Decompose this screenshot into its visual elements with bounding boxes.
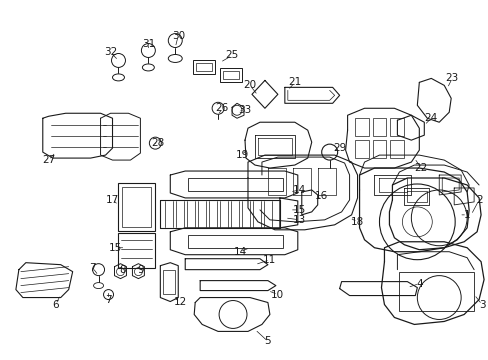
Text: 7: 7	[89, 263, 96, 273]
Text: 20: 20	[243, 80, 256, 90]
Text: 22: 22	[414, 163, 427, 173]
Text: 19: 19	[235, 150, 248, 160]
Text: 28: 28	[151, 138, 164, 148]
Text: 7: 7	[105, 294, 112, 305]
Text: 29: 29	[332, 143, 346, 153]
Text: 18: 18	[350, 217, 364, 227]
Text: 11: 11	[263, 255, 276, 265]
Text: 2: 2	[475, 195, 482, 205]
Text: 16: 16	[314, 191, 327, 201]
Text: 33: 33	[238, 105, 251, 115]
Text: 12: 12	[173, 297, 186, 306]
Text: 26: 26	[215, 103, 228, 113]
Text: 27: 27	[42, 155, 55, 165]
Text: 25: 25	[225, 50, 238, 60]
Bar	[196, 63, 212, 71]
Text: 1: 1	[463, 210, 469, 220]
Text: 21: 21	[287, 77, 301, 87]
Bar	[118, 233, 155, 268]
Text: 5: 5	[264, 336, 271, 346]
Text: 10: 10	[271, 289, 284, 300]
Bar	[188, 178, 282, 191]
Bar	[193, 60, 215, 75]
Text: 4: 4	[415, 279, 422, 289]
Text: 8: 8	[119, 265, 125, 275]
Text: 14: 14	[293, 185, 306, 195]
Text: 15: 15	[109, 243, 122, 253]
Bar	[122, 187, 151, 227]
Text: 3: 3	[478, 300, 485, 310]
Text: 15: 15	[293, 205, 306, 215]
Text: 31: 31	[142, 39, 155, 49]
Text: 9: 9	[137, 265, 143, 275]
Text: 13: 13	[293, 215, 306, 225]
Bar	[389, 118, 404, 136]
Bar	[354, 118, 368, 136]
Bar	[118, 183, 155, 231]
Text: 30: 30	[171, 31, 184, 41]
Bar	[220, 68, 242, 82]
Bar	[188, 235, 282, 248]
Text: 24: 24	[424, 113, 437, 123]
Bar	[223, 71, 239, 80]
Text: 14: 14	[233, 247, 246, 257]
Text: 23: 23	[445, 73, 458, 84]
Text: 32: 32	[103, 48, 117, 58]
Text: 17: 17	[106, 195, 119, 205]
Bar	[389, 140, 404, 158]
Text: 6: 6	[52, 300, 59, 310]
Bar	[372, 140, 386, 158]
Bar	[163, 270, 175, 293]
Bar	[354, 140, 368, 158]
Bar	[372, 118, 386, 136]
Bar	[399, 272, 473, 311]
